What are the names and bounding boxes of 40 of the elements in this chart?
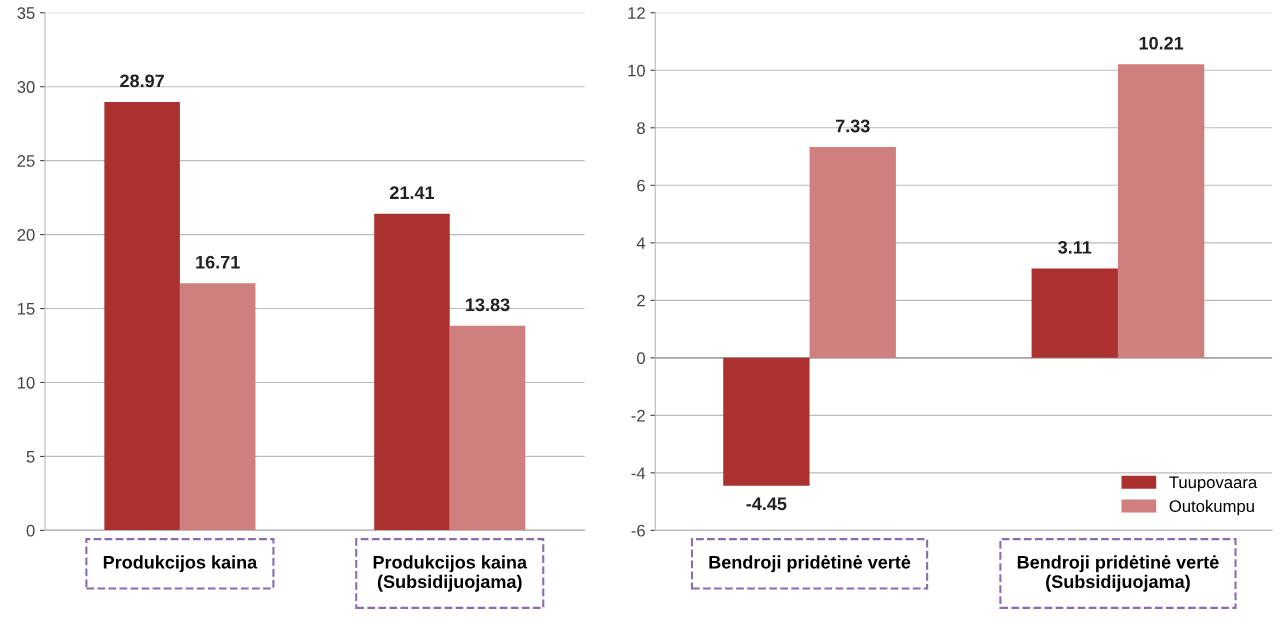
y-tick-label: 30 bbox=[17, 81, 35, 93]
data-label: 10.21 bbox=[1139, 36, 1184, 50]
y-tick-label: 6 bbox=[637, 179, 645, 192]
y-tick-label: 12 bbox=[628, 7, 645, 19]
data-label: 3.11 bbox=[1058, 240, 1092, 254]
y-tick-label: 0 bbox=[637, 352, 645, 365]
bar bbox=[179, 283, 256, 531]
data-label: -4.45 bbox=[746, 497, 787, 511]
y-tick-label: 8 bbox=[637, 122, 645, 134]
y-tick-label: 25 bbox=[17, 155, 35, 167]
y-tick-label: -6 bbox=[631, 524, 645, 537]
x-tick-label: Produkcijos kaina bbox=[103, 555, 258, 573]
bar bbox=[1117, 64, 1205, 358]
bar bbox=[809, 147, 896, 358]
data-label: 28.97 bbox=[120, 74, 164, 88]
y-tick-label: 5 bbox=[26, 451, 35, 463]
y-tick-label: 0 bbox=[26, 524, 35, 537]
y-tick-label: -2 bbox=[631, 409, 645, 422]
bar bbox=[104, 101, 180, 531]
y-tick-label: 15 bbox=[17, 303, 35, 315]
x-tick-label: Produkcijos kaina (Subsidijuojama) bbox=[373, 555, 528, 592]
bar bbox=[449, 325, 526, 531]
y-tick-label: 35 bbox=[17, 7, 35, 19]
x-tick-label: Bendroji pridėtinė vertė bbox=[709, 555, 911, 573]
y-tick-label: -4 bbox=[631, 467, 646, 479]
data-label: 16.71 bbox=[196, 255, 240, 269]
bar bbox=[1031, 268, 1118, 358]
legend-label: Outokumpu bbox=[1169, 499, 1254, 516]
bar bbox=[374, 213, 450, 531]
data-label: 7.33 bbox=[835, 119, 870, 133]
data-label: 13.83 bbox=[466, 298, 510, 312]
data-label: 21.41 bbox=[390, 186, 435, 199]
y-tick-label: 10 bbox=[628, 64, 645, 77]
bar bbox=[723, 357, 810, 486]
y-tick-label: 20 bbox=[17, 229, 35, 241]
y-tick-label: 2 bbox=[637, 294, 645, 307]
y-tick-label: 4 bbox=[636, 237, 646, 249]
x-tick-label: Bendroji pridėtinė vertė (Subsidijuojama) bbox=[1017, 555, 1219, 592]
legend-label: Tuupovaara bbox=[1169, 476, 1258, 492]
y-tick-label: 10 bbox=[17, 376, 35, 389]
